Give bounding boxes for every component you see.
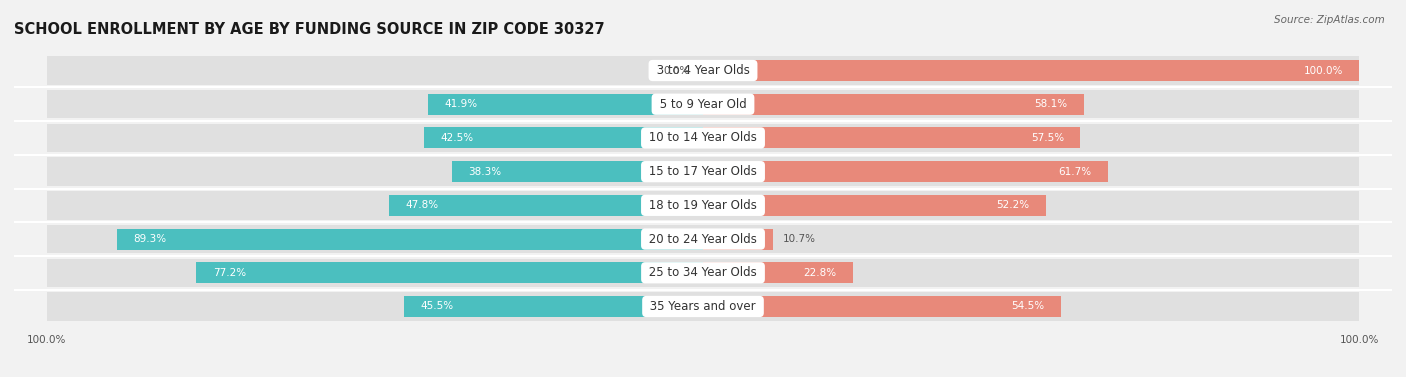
Bar — [405, 296, 703, 317]
Bar — [703, 90, 1360, 118]
Text: 89.3%: 89.3% — [134, 234, 166, 244]
Text: 15 to 17 Year Olds: 15 to 17 Year Olds — [645, 165, 761, 178]
Text: 58.1%: 58.1% — [1035, 99, 1067, 109]
Text: 18 to 19 Year Olds: 18 to 19 Year Olds — [645, 199, 761, 212]
Text: 52.2%: 52.2% — [995, 200, 1029, 210]
Bar — [703, 158, 1360, 186]
Text: 41.9%: 41.9% — [444, 99, 478, 109]
Text: 61.7%: 61.7% — [1059, 167, 1091, 177]
Bar — [703, 161, 1108, 182]
Text: 10.7%: 10.7% — [783, 234, 815, 244]
Text: 3 to 4 Year Olds: 3 to 4 Year Olds — [652, 64, 754, 77]
Bar — [197, 262, 703, 283]
Bar — [46, 124, 703, 152]
Text: 42.5%: 42.5% — [440, 133, 474, 143]
Bar — [46, 57, 703, 85]
Text: 5 to 9 Year Old: 5 to 9 Year Old — [655, 98, 751, 111]
Bar — [451, 161, 703, 182]
Bar — [389, 195, 703, 216]
Text: 45.5%: 45.5% — [420, 302, 454, 311]
Bar — [117, 228, 703, 250]
Text: Source: ZipAtlas.com: Source: ZipAtlas.com — [1274, 15, 1385, 25]
Bar — [46, 225, 703, 253]
Text: 38.3%: 38.3% — [468, 167, 501, 177]
Bar — [703, 57, 1360, 85]
Bar — [703, 127, 1080, 149]
Bar — [46, 292, 703, 320]
Bar — [703, 228, 773, 250]
Text: 20 to 24 Year Olds: 20 to 24 Year Olds — [645, 233, 761, 245]
Bar — [46, 259, 703, 287]
Text: 57.5%: 57.5% — [1031, 133, 1064, 143]
Bar — [703, 296, 1060, 317]
Bar — [703, 60, 1360, 81]
Bar — [703, 259, 1360, 287]
Bar — [703, 124, 1360, 152]
Bar — [703, 225, 1360, 253]
Bar — [46, 191, 703, 219]
Bar — [703, 94, 1084, 115]
Bar — [703, 262, 852, 283]
Bar — [46, 90, 703, 118]
Bar — [703, 292, 1360, 320]
Bar — [46, 158, 703, 186]
Text: 35 Years and over: 35 Years and over — [647, 300, 759, 313]
Text: 77.2%: 77.2% — [212, 268, 246, 278]
Text: 54.5%: 54.5% — [1011, 302, 1045, 311]
Text: 25 to 34 Year Olds: 25 to 34 Year Olds — [645, 266, 761, 279]
Text: 22.8%: 22.8% — [803, 268, 837, 278]
Text: 0.0%: 0.0% — [664, 66, 690, 75]
Text: 47.8%: 47.8% — [406, 200, 439, 210]
Bar — [425, 127, 703, 149]
Bar — [703, 195, 1046, 216]
Bar — [703, 191, 1360, 219]
Text: 100.0%: 100.0% — [1303, 66, 1343, 75]
Text: 10 to 14 Year Olds: 10 to 14 Year Olds — [645, 132, 761, 144]
Text: SCHOOL ENROLLMENT BY AGE BY FUNDING SOURCE IN ZIP CODE 30327: SCHOOL ENROLLMENT BY AGE BY FUNDING SOUR… — [14, 22, 605, 37]
Bar — [427, 94, 703, 115]
